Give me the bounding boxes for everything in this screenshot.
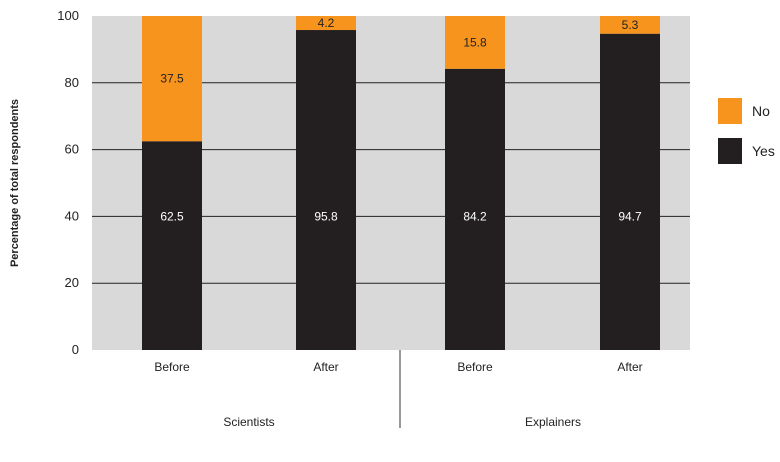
y-tick-label: 40 — [65, 208, 79, 223]
x-tick-label: Before — [154, 360, 190, 374]
legend-swatch-yes — [718, 138, 742, 164]
y-tick-label: 0 — [72, 342, 79, 357]
y-tick-labels: 0 20 40 60 80 100 — [57, 8, 79, 357]
y-tick-label: 80 — [65, 75, 79, 90]
data-label: 62.5 — [160, 209, 184, 223]
y-tick-label: 20 — [65, 275, 79, 290]
group-label: Scientists — [223, 415, 274, 429]
x-tick-label: After — [617, 360, 642, 374]
data-label: 95.8 — [314, 209, 338, 223]
data-label: 4.2 — [318, 16, 335, 30]
data-label: 5.3 — [622, 18, 639, 32]
data-label: 84.2 — [463, 209, 487, 223]
y-tick-label: 100 — [57, 8, 79, 23]
legend: No Yes — [718, 98, 775, 164]
group-labels: Scientists Explainers — [223, 415, 581, 429]
bar-yes — [600, 33, 660, 351]
bars: 62.5 37.5 95.8 4.2 84.2 15.8 94.7 5.3 — [142, 16, 660, 351]
y-axis-label: Percentage of total respondents — [9, 99, 21, 267]
bar-yes — [445, 68, 505, 350]
legend-label-no: No — [752, 103, 770, 119]
legend-label-yes: Yes — [752, 143, 775, 159]
x-tick-label: After — [313, 360, 338, 374]
data-label: 15.8 — [463, 35, 487, 49]
bar-no — [600, 16, 660, 34]
bar-no — [445, 16, 505, 69]
data-label: 94.7 — [618, 209, 642, 223]
group-label: Explainers — [525, 415, 581, 429]
bar-no — [296, 16, 356, 31]
bar-yes — [142, 141, 202, 350]
x-tick-labels: Before After Before After — [154, 360, 642, 374]
bar-no — [142, 16, 202, 142]
legend-swatch-no — [718, 98, 742, 124]
data-label: 37.5 — [160, 72, 184, 86]
y-tick-label: 60 — [65, 142, 79, 157]
bar-yes — [296, 30, 356, 350]
x-tick-label: Before — [457, 360, 493, 374]
